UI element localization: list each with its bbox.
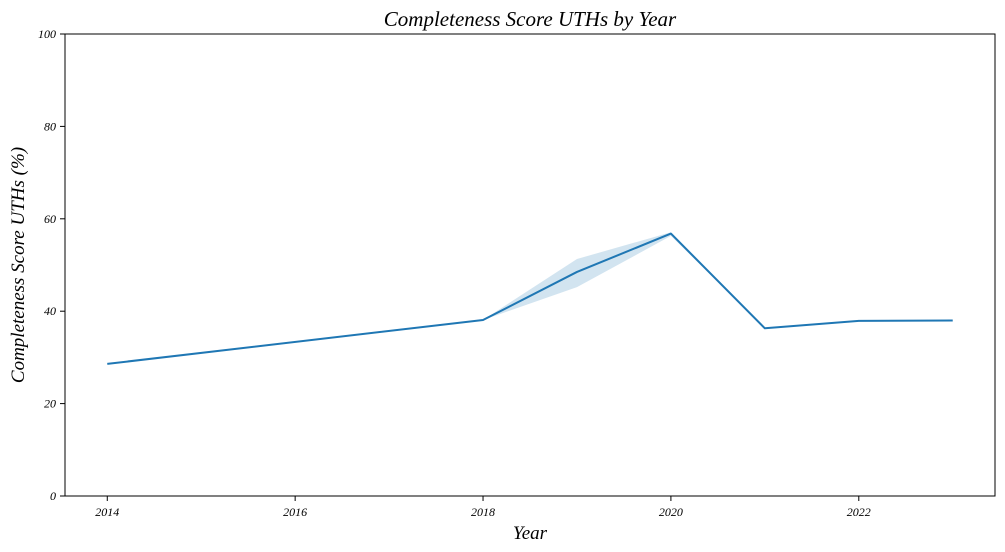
y-tick-label: 0 [50,489,56,503]
x-axis-label: Year [513,523,548,544]
x-tick-label: 2022 [847,505,871,519]
confidence-band [107,232,953,364]
y-axis-label: Completeness Score UTHs (%) [8,147,29,383]
chart-title: Completeness Score UTHs by Year [384,7,677,31]
plot-frame [64,33,996,497]
y-tick-label: 40 [44,304,56,318]
plot-area [107,232,953,365]
y-tick-label: 80 [44,119,56,133]
series-line [107,232,953,365]
y-tick-label: 20 [44,397,56,411]
x-tick-label: 2016 [283,505,307,519]
y-axis: 0 20 40 60 80 100 [38,27,65,503]
x-tick-label: 2020 [659,505,683,519]
x-tick-label: 2018 [471,505,495,519]
x-tick-label: 2014 [95,505,119,519]
y-tick-label: 60 [44,212,56,226]
x-axis: 2014 2016 2018 2020 2022 [95,496,871,519]
y-tick-label: 100 [38,27,56,41]
